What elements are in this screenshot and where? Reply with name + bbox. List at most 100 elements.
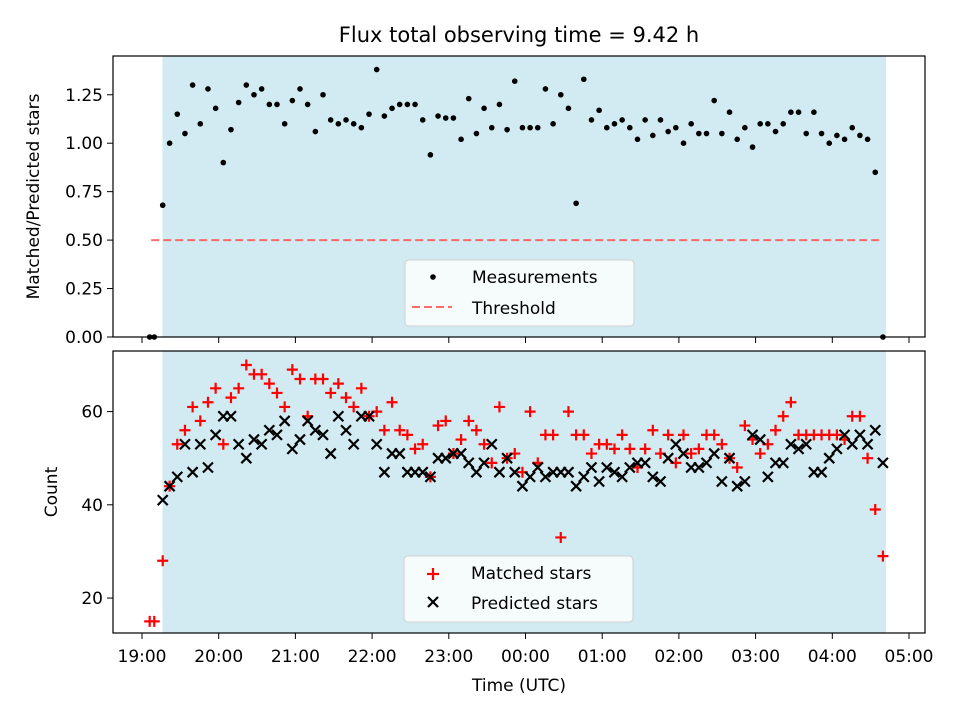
matched-star-point bbox=[785, 396, 797, 408]
measurement-point bbox=[611, 121, 618, 127]
predicted-star-point bbox=[501, 452, 513, 464]
predicted-star-point bbox=[209, 429, 222, 441]
measurement-point bbox=[711, 97, 717, 104]
matched-star-point bbox=[754, 448, 766, 460]
matched-star-point bbox=[770, 424, 782, 436]
predicted-star-point bbox=[531, 461, 544, 474]
bottom-legend: Matched stars Predicted stars bbox=[403, 555, 634, 623]
predicted-star-point bbox=[838, 429, 851, 441]
matched-star-point bbox=[739, 420, 751, 432]
predicted-star-point bbox=[462, 457, 475, 469]
top-axes-frame bbox=[112, 55, 926, 338]
measurement-point bbox=[281, 121, 288, 127]
matched-star-point bbox=[148, 615, 160, 627]
measurement-point bbox=[803, 130, 810, 137]
legend-measurements-marker bbox=[430, 274, 436, 280]
predicted-star-point bbox=[539, 471, 552, 483]
legend-matched-marker bbox=[427, 568, 439, 580]
predicted-star-point bbox=[324, 447, 337, 460]
legend-predicted-label: Predicted stars bbox=[471, 594, 598, 614]
predicted-star-point bbox=[877, 457, 889, 469]
predicted-star-point bbox=[693, 461, 705, 474]
x-tick-label: 02:00 bbox=[654, 647, 703, 667]
measurement-point bbox=[235, 99, 242, 106]
matched-star-point bbox=[202, 396, 214, 408]
matched-star-point bbox=[470, 424, 482, 436]
matched-star-point bbox=[524, 406, 536, 418]
matched-star-point bbox=[340, 392, 352, 404]
matched-star-point bbox=[432, 420, 444, 432]
top-y-ticks: 0.00 0.25 0.50 0.75 1.00 1.25 bbox=[65, 86, 113, 348]
matched-star-point bbox=[325, 387, 337, 399]
predicted-star-point bbox=[762, 471, 774, 483]
predicted-star-point bbox=[309, 424, 322, 437]
measurement-point bbox=[634, 136, 641, 143]
x-tick-label: 00:00 bbox=[501, 647, 550, 667]
measurement-point bbox=[166, 140, 173, 147]
measurement-point bbox=[427, 152, 434, 158]
predicted-star-point bbox=[700, 457, 713, 469]
y-tick-label: 0.00 bbox=[65, 328, 103, 348]
matched-star-point bbox=[731, 462, 743, 474]
predicted-star-point bbox=[478, 457, 490, 469]
measurement-point bbox=[458, 136, 464, 143]
legend-measurements-label: Measurements bbox=[472, 268, 598, 288]
predicted-star-point bbox=[861, 438, 874, 451]
x-tick-label: 19:00 bbox=[118, 647, 167, 667]
matched-star-point bbox=[386, 396, 398, 408]
measurement-point bbox=[358, 124, 365, 131]
predicted-star-point bbox=[562, 466, 575, 478]
x-tick-label: 21:00 bbox=[271, 647, 320, 667]
matched-star-point bbox=[440, 415, 452, 427]
predicted-star-point bbox=[439, 452, 452, 464]
predicted-star-point bbox=[624, 461, 636, 474]
measurement-point bbox=[619, 117, 625, 123]
matched-star-point bbox=[493, 401, 505, 413]
predicted-star-point bbox=[186, 466, 199, 478]
predicted-star-point bbox=[608, 466, 621, 478]
predicted-star-point bbox=[202, 461, 214, 474]
measurement-point bbox=[588, 117, 595, 123]
matched-star-point bbox=[601, 438, 613, 450]
measurement-point bbox=[749, 144, 756, 150]
matched-star-point bbox=[608, 443, 620, 455]
matched-star-point bbox=[417, 438, 429, 450]
measurement-point bbox=[350, 121, 357, 127]
predicted-star-point bbox=[248, 433, 260, 446]
matched-star-point bbox=[263, 378, 275, 390]
measurement-point bbox=[857, 132, 863, 139]
bottom-legend-box bbox=[403, 555, 634, 623]
measurement-point bbox=[220, 159, 227, 166]
predicted-star-point bbox=[823, 452, 836, 464]
predicted-star-point bbox=[301, 415, 314, 427]
predicted-star-point bbox=[777, 457, 789, 469]
predicted-star-point bbox=[378, 466, 391, 478]
measurement-point bbox=[534, 124, 541, 131]
matched-star-point bbox=[708, 429, 720, 441]
matched-star-point bbox=[157, 555, 169, 567]
x-tick-label: 04:00 bbox=[808, 647, 857, 667]
measurement-point bbox=[481, 105, 487, 112]
predicted-star-point bbox=[815, 466, 828, 478]
predicted-star-point bbox=[746, 429, 759, 441]
measurement-point bbox=[650, 132, 656, 139]
measurement-point bbox=[274, 101, 280, 108]
predicted-star-point bbox=[731, 480, 743, 492]
measurement-point bbox=[818, 130, 825, 137]
measurement-point bbox=[189, 82, 196, 88]
predicted-star-point bbox=[240, 452, 253, 464]
y-tick-label: 1.25 bbox=[65, 86, 103, 106]
measurement-point bbox=[373, 66, 380, 73]
predicted-star-point bbox=[485, 438, 498, 451]
measurement-point bbox=[673, 124, 679, 131]
measurement-point bbox=[757, 121, 764, 127]
predicted-star-point bbox=[508, 466, 521, 478]
predicted-star-point bbox=[524, 471, 536, 483]
measurement-point bbox=[580, 76, 587, 83]
top-y-axis-label: Matched/Predicted stars bbox=[24, 93, 44, 299]
measurement-point bbox=[343, 117, 349, 123]
predicted-star-points bbox=[156, 410, 889, 506]
matched-star-point bbox=[555, 531, 567, 543]
measurement-point bbox=[450, 115, 457, 121]
